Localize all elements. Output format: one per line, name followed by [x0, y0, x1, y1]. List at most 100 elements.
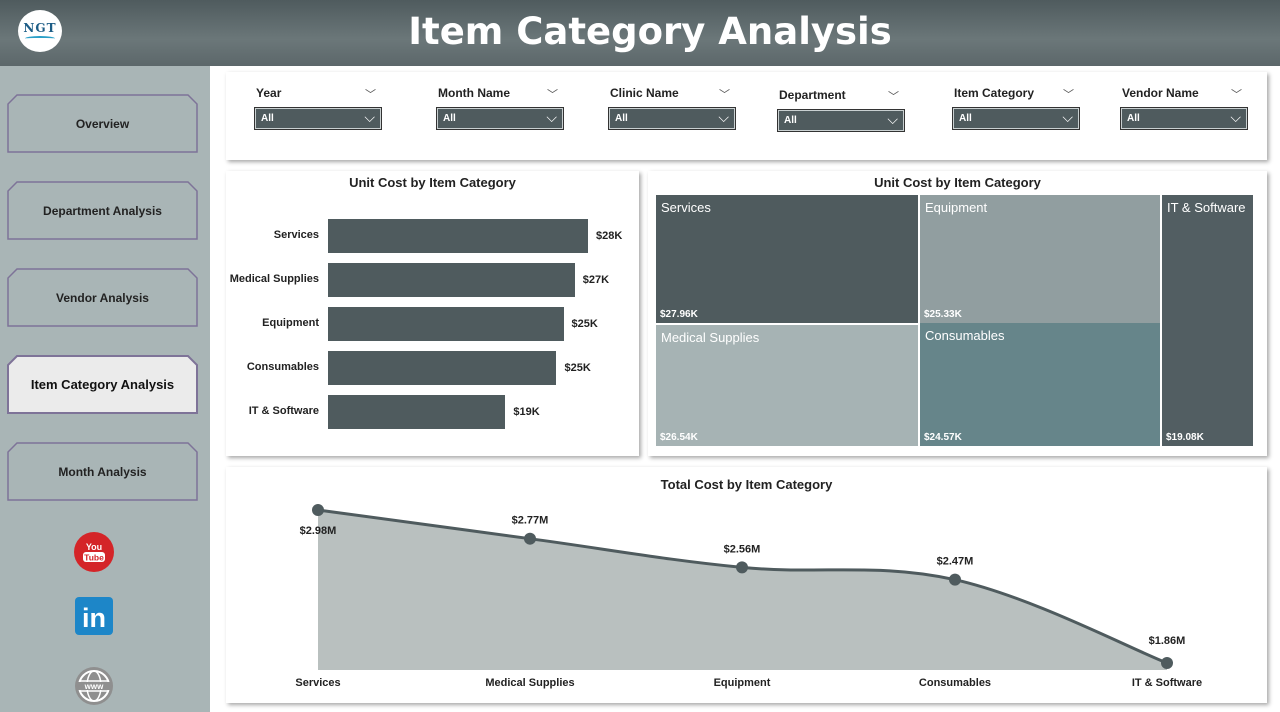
header-bar: NGT Item Category Analysis: [0, 0, 1280, 66]
data-point[interactable]: [1161, 657, 1173, 669]
chevron-down-icon[interactable]: ﹀: [888, 91, 899, 103]
data-label: $2.77M: [512, 515, 549, 527]
bar-services[interactable]: [328, 219, 588, 253]
x-tick-label: Consumables: [919, 677, 991, 689]
x-tick-label: Equipment: [714, 677, 771, 689]
data-label: $2.56M: [724, 543, 761, 555]
area-plot: $2.98M Services $2.77M Medical Supplies $2.5…: [295, 504, 1202, 689]
bar-category-label: Consumables: [246, 361, 319, 373]
svg-text:Tube: Tube: [84, 553, 104, 563]
chart-title: Unit Cost by Item Category: [349, 175, 516, 190]
select-value: All: [615, 113, 628, 124]
sidebar: Overview Department Analysis Vendor Anal…: [0, 66, 210, 712]
treemap-tile-consumables[interactable]: Consumables $24.57K: [920, 323, 1160, 446]
tile-value: $27.96K: [660, 309, 698, 320]
bar-category-label: Services: [273, 229, 319, 241]
data-point[interactable]: [312, 504, 324, 516]
data-point[interactable]: [736, 561, 748, 574]
filter-label: Department: [779, 88, 846, 102]
logo-swoosh: [25, 36, 55, 41]
data-point[interactable]: [949, 573, 961, 586]
bar-value-label: $19K: [513, 406, 540, 418]
chevron-down-icon[interactable]: ﹀: [547, 89, 558, 101]
youtube-icon[interactable]: You Tube: [74, 532, 114, 572]
sidebar-item-month-analysis[interactable]: Month Analysis: [7, 442, 198, 501]
bar-value-label: $28K: [596, 230, 623, 242]
company-logo: NGT: [18, 10, 62, 52]
x-tick-label: Medical Supplies: [485, 677, 574, 689]
filter-label: Clinic Name: [610, 86, 679, 100]
tile-value: $25.33K: [924, 309, 962, 320]
filter-item-category: Item Category ﹀ All ⌵: [952, 86, 1080, 136]
clinic-name-select[interactable]: All ⌵: [608, 107, 736, 130]
item-category-select[interactable]: All ⌵: [952, 107, 1080, 130]
treemap-tile-services[interactable]: Services $27.96K: [656, 195, 918, 323]
tile-value: $19.08K: [1166, 432, 1204, 443]
bar-category-label: Medical Supplies: [229, 273, 319, 285]
tile-value: $24.57K: [924, 432, 962, 443]
chart-title: Total Cost by Item Category: [660, 477, 833, 492]
treemap-tile-it-software[interactable]: IT & Software $19.08K: [1162, 195, 1253, 446]
bar-consumables[interactable]: [328, 351, 557, 385]
chevron-down-icon[interactable]: ﹀: [1063, 89, 1074, 101]
bar-value-label: $25K: [571, 318, 598, 330]
filter-department: Department ﹀ All ⌵: [777, 88, 905, 138]
nav-button-shape: [7, 355, 198, 414]
www-icon[interactable]: www: [74, 666, 114, 706]
data-point[interactable]: [524, 532, 536, 545]
caret-down-icon: ⌵: [718, 109, 729, 125]
chevron-down-icon[interactable]: ﹀: [719, 89, 730, 101]
year-select[interactable]: All ⌵: [254, 107, 382, 130]
chart-title: Unit Cost by Item Category: [874, 175, 1041, 190]
sidebar-item-vendor-analysis[interactable]: Vendor Analysis: [7, 268, 198, 327]
filter-vendor-name: Vendor Name ﹀ All ⌵: [1120, 86, 1248, 136]
sidebar-item-label: Item Category Analysis: [30, 377, 175, 392]
filter-label: Year: [256, 86, 282, 100]
sidebar-item-overview[interactable]: Overview: [7, 94, 198, 153]
chevron-down-icon[interactable]: ﹀: [1231, 89, 1242, 101]
nav-button-shape: [7, 181, 198, 240]
bar-it-software[interactable]: [328, 395, 506, 429]
filters-panel: Year ﹀ All ⌵ Month Name ﹀ All ⌵ Clinic N…: [226, 72, 1267, 160]
bar-category-label: Equipment: [262, 317, 319, 329]
tile-label: IT & Software: [1167, 200, 1246, 215]
month-name-select[interactable]: All ⌵: [436, 107, 564, 130]
linkedin-icon[interactable]: in: [74, 596, 114, 636]
sidebar-item-department-analysis[interactable]: Department Analysis: [7, 181, 198, 240]
tile-value: $26.54K: [660, 432, 698, 443]
page-title: Item Category Analysis: [408, 10, 892, 53]
treemap-tile-equipment[interactable]: Equipment $25.33K: [920, 195, 1160, 323]
caret-down-icon: ⌵: [1062, 109, 1073, 125]
bar-value-label: $25K: [564, 362, 591, 374]
select-value: All: [959, 113, 972, 124]
sidebar-item-label: Overview: [75, 116, 130, 131]
bar-medical-supplies[interactable]: [328, 263, 575, 297]
svg-text:www: www: [84, 682, 104, 691]
tile-label: Consumables: [925, 328, 1005, 343]
caret-down-icon: ⌵: [546, 109, 557, 125]
bar-category-label: IT & Software: [248, 405, 319, 417]
svg-text:You: You: [86, 542, 102, 552]
bar-plot-area: Services $28K Medical Supplies $27K Equipmen…: [226, 171, 639, 456]
filter-year: Year ﹀ All ⌵: [254, 86, 382, 136]
area-fill: [318, 510, 1167, 670]
select-value: All: [261, 113, 274, 124]
filter-label: Vendor Name: [1122, 86, 1199, 100]
vendor-name-select[interactable]: All ⌵: [1120, 107, 1248, 130]
select-value: All: [784, 115, 797, 126]
svg-text:in: in: [82, 603, 106, 633]
tile-label: Medical Supplies: [661, 330, 760, 345]
filter-month-name: Month Name ﹀ All ⌵: [436, 86, 564, 136]
x-tick-label: Services: [295, 677, 340, 689]
unit-cost-bar-chart: Unit Cost by Item Category Services $28K M…: [226, 171, 639, 456]
caret-down-icon: ⌵: [1230, 109, 1241, 125]
department-select[interactable]: All ⌵: [777, 109, 905, 132]
chevron-down-icon[interactable]: ﹀: [365, 89, 376, 101]
bar-equipment[interactable]: [328, 307, 564, 341]
logo-text: NGT: [23, 21, 57, 35]
data-label: $2.47M: [937, 556, 974, 568]
select-value: All: [1127, 113, 1140, 124]
filter-label: Month Name: [438, 86, 510, 100]
treemap-tile-medical-supplies[interactable]: Medical Supplies $26.54K: [656, 325, 918, 446]
sidebar-item-item-category-analysis[interactable]: Item Category Analysis: [7, 355, 198, 414]
